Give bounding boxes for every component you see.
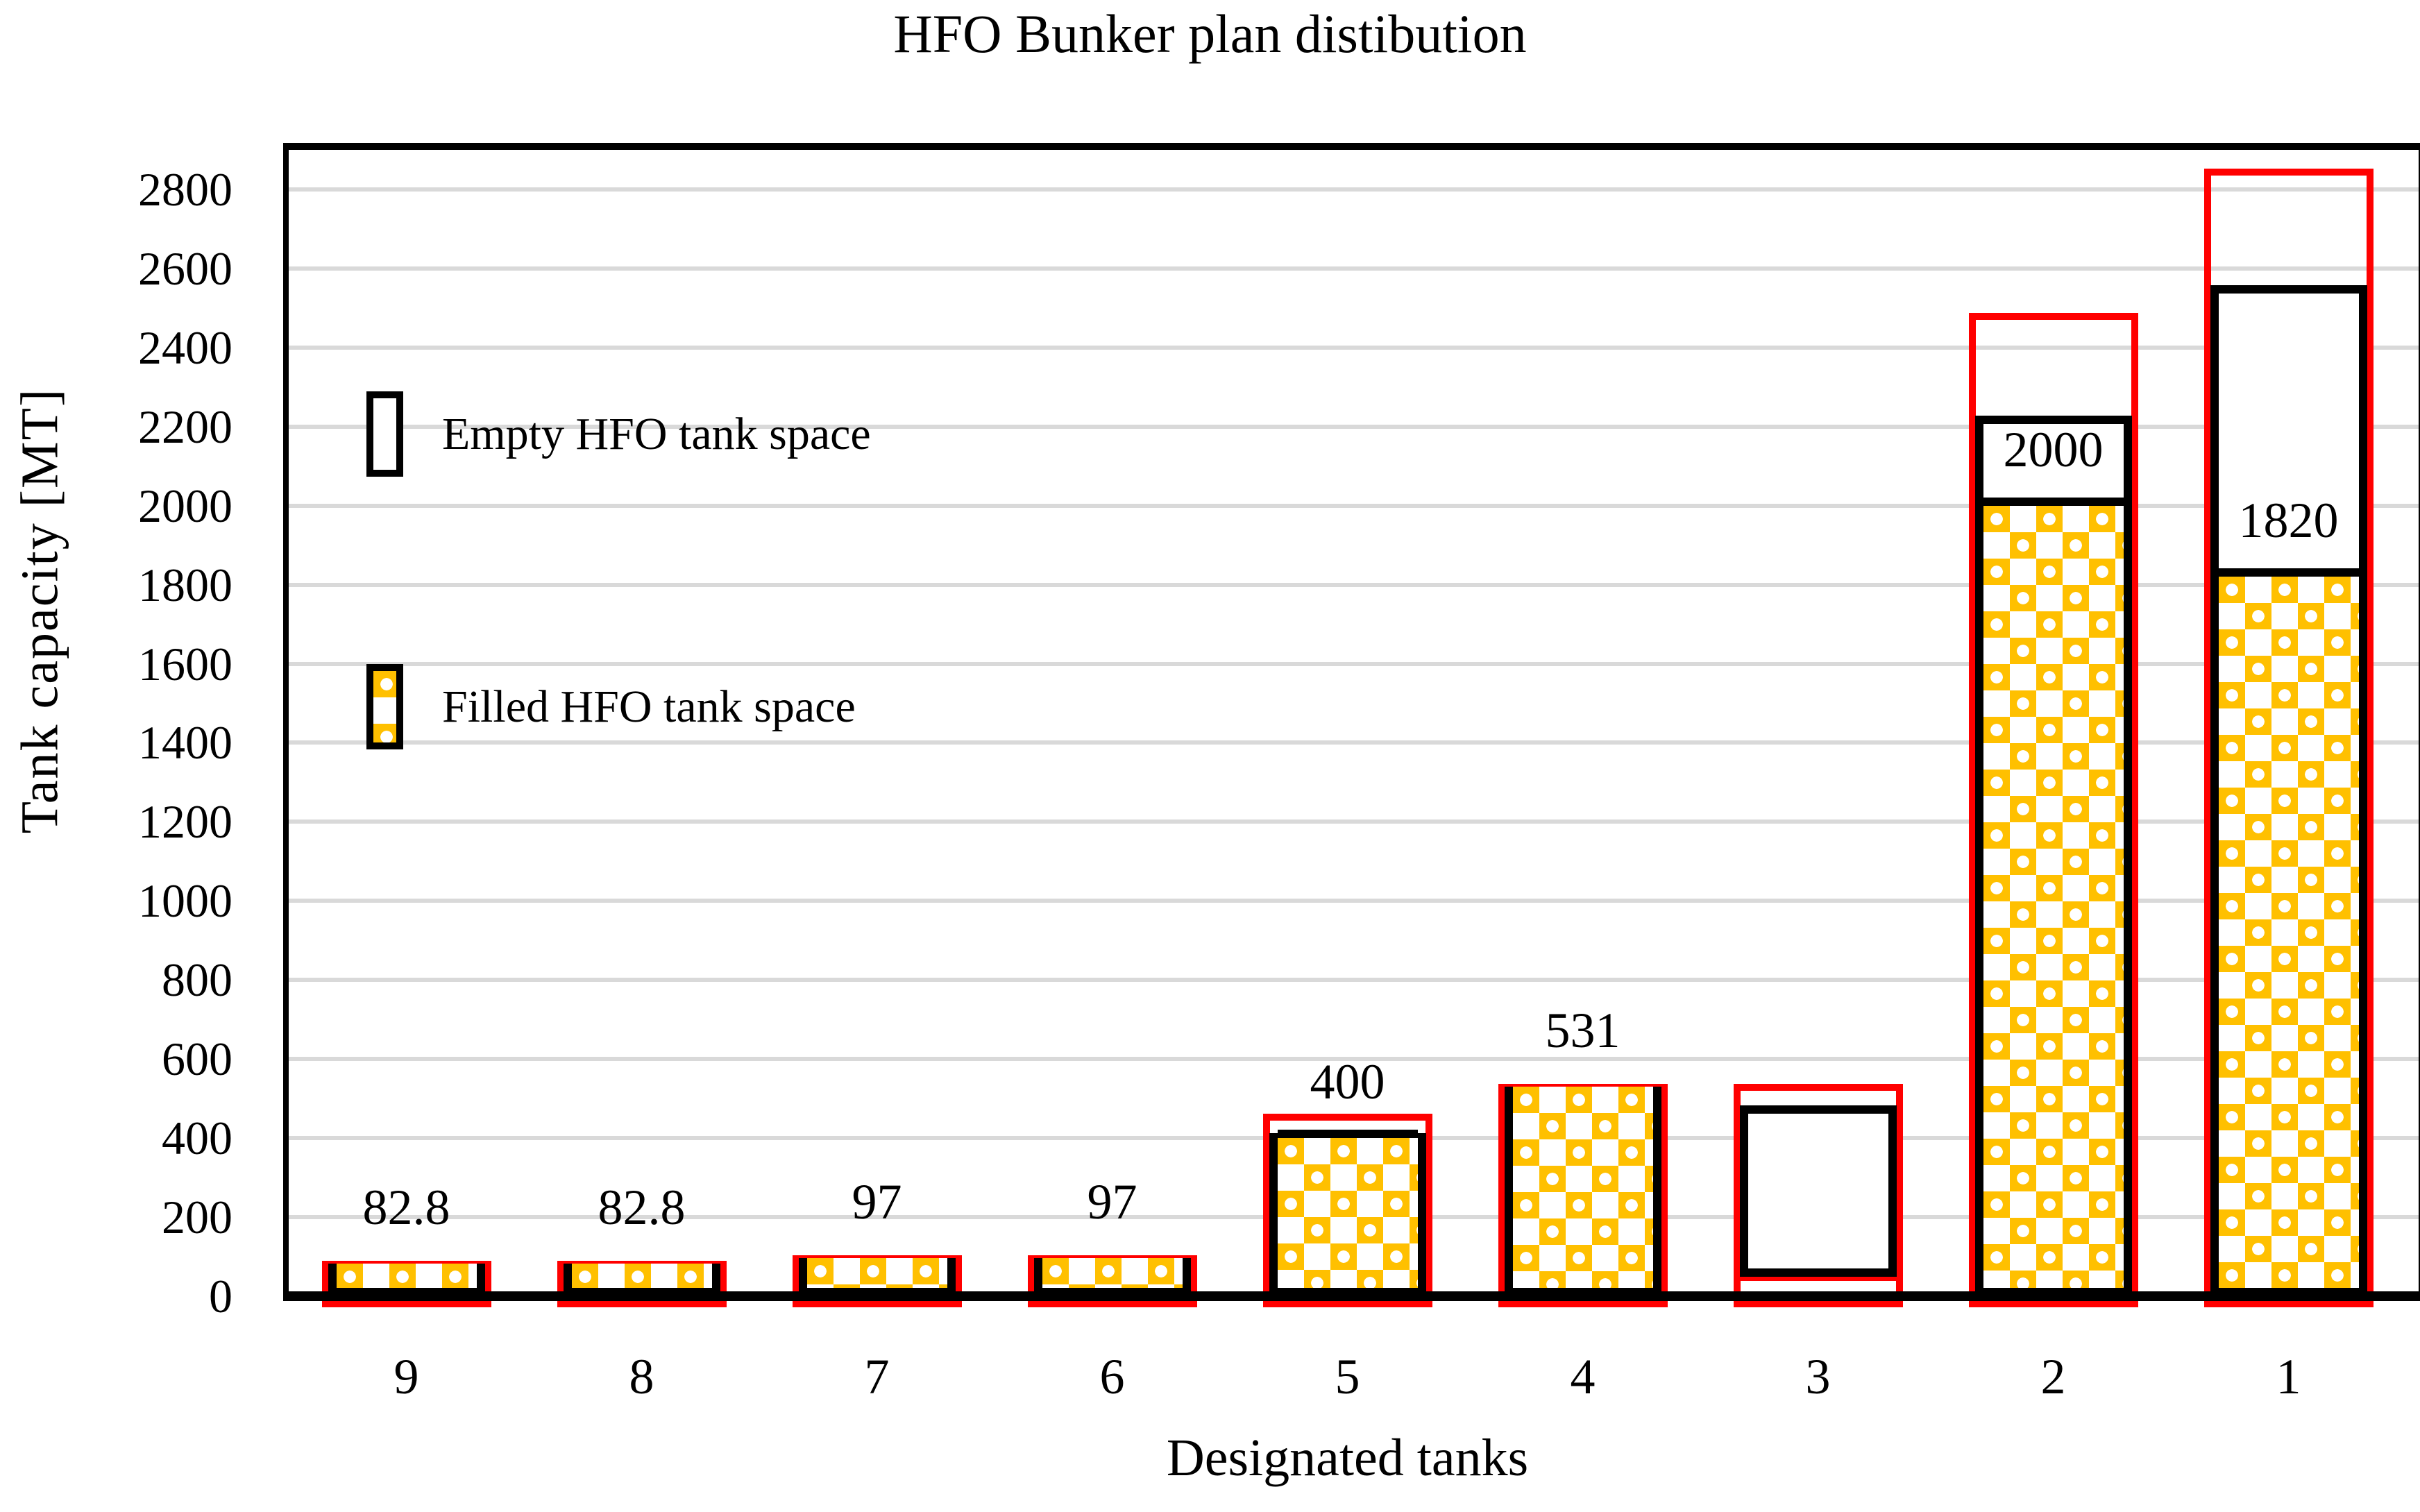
filled-segment-tank-4 [1512,1086,1653,1288]
filled-segment-tank-8 [571,1263,712,1288]
data-label-tank-2: 2000 [2003,421,2104,477]
filled-segment-tank-6 [1042,1257,1183,1288]
x-tick-label-tank-2: 2 [2040,1349,2066,1404]
bar-tank-7 [798,1257,956,1296]
y-tick-label: 400 [162,1112,232,1165]
gridline [289,345,2419,350]
y-tick-label: 2400 [138,321,232,374]
bar-tank-4 [1504,1086,1661,1296]
y-axis-title: Tank capacity [MT] [10,387,69,834]
bar-tank-1 [2210,285,2367,1296]
y-tick-label: 2200 [138,400,232,453]
x-tick-labels: 9 8 7 6 5 4 3 2 1 [289,1352,2406,1407]
bottom-red-outline-tank-3 [1733,1273,1903,1307]
x-axis-line [283,1291,2420,1301]
legend-item-empty: Empty HFO tank space [366,391,871,477]
y-tick-label: 0 [209,1270,232,1323]
legend-label-filled: Filled HFO tank space [442,681,856,732]
bar-tank-6 [1033,1257,1191,1296]
gridline [289,503,2419,508]
gridline [289,899,2419,903]
empty-tank-swatch-icon [366,391,403,477]
x-tick-label-tank-1: 1 [2276,1349,2301,1404]
chart-title: HFO Bunker plan distibution [893,3,1527,64]
x-axis-title: Designated tanks [1166,1429,1529,1487]
y-tick-label: 800 [162,953,232,1007]
x-tick-label-tank-7: 7 [864,1349,890,1404]
gridline [289,740,2419,745]
y-tick-label: 1800 [138,558,232,611]
data-label-tank-4: 531 [1545,1002,1621,1058]
capacity-outline-tank-1 [2203,169,2374,1307]
bar-tank-3 [1739,1105,1897,1277]
y-tick-label: 1400 [138,716,232,770]
x-tick-label-tank-4: 4 [1570,1349,1596,1404]
filled-tank-swatch-icon [366,664,403,749]
x-tick-label-tank-5: 5 [1335,1349,1360,1404]
y-tick-label: 1200 [138,795,232,849]
y-tick-label: 200 [162,1191,232,1244]
x-tick-label-tank-6: 6 [1099,1349,1125,1404]
gridline [289,424,2419,429]
y-tick-label: 2800 [138,162,232,216]
gridline [289,661,2419,666]
filled-segment-tank-7 [806,1257,947,1288]
capacity-outline-tank-5 [1262,1113,1432,1307]
filled-segment-tank-1 [2218,568,2359,1288]
y-tick-label: 1600 [138,637,232,690]
y-tick-label: 1000 [138,874,232,928]
gridline [289,1057,2419,1062]
legend-label-empty: Empty HFO tank space [442,408,871,459]
filled-segment-tank-5 [1277,1130,1418,1288]
plot-area: Empty HFO tank space Filled HFO tank spa… [283,143,2420,1307]
bar-tank-5 [1269,1130,1426,1296]
y-tick-label: 2600 [138,241,232,295]
bar-tank-2 [1974,415,2132,1296]
data-label-tank-5: 400 [1310,1054,1385,1110]
x-tick-label-tank-3: 3 [1805,1349,1831,1404]
data-label-tank-8: 82.8 [598,1179,686,1235]
gridline [289,819,2419,824]
data-label-tank-7: 97 [852,1173,902,1230]
gridline [289,266,2419,271]
x-tick-label-tank-8: 8 [629,1349,654,1404]
gridline [289,582,2419,587]
data-label-tank-6: 97 [1087,1173,1137,1230]
y-tick-label: 600 [162,1033,232,1086]
filled-segment-tank-9 [336,1263,477,1288]
gridline [289,187,2419,192]
filled-segment-tank-2 [1983,497,2124,1288]
capacity-outline-tank-2 [1968,313,2138,1307]
data-label-tank-1: 1820 [2238,493,2339,549]
gridline [289,978,2419,983]
data-label-tank-9: 82.8 [362,1179,450,1235]
y-tick-label: 2000 [138,479,232,532]
x-tick-label-tank-9: 9 [394,1349,419,1404]
legend-item-filled: Filled HFO tank space [366,664,856,749]
